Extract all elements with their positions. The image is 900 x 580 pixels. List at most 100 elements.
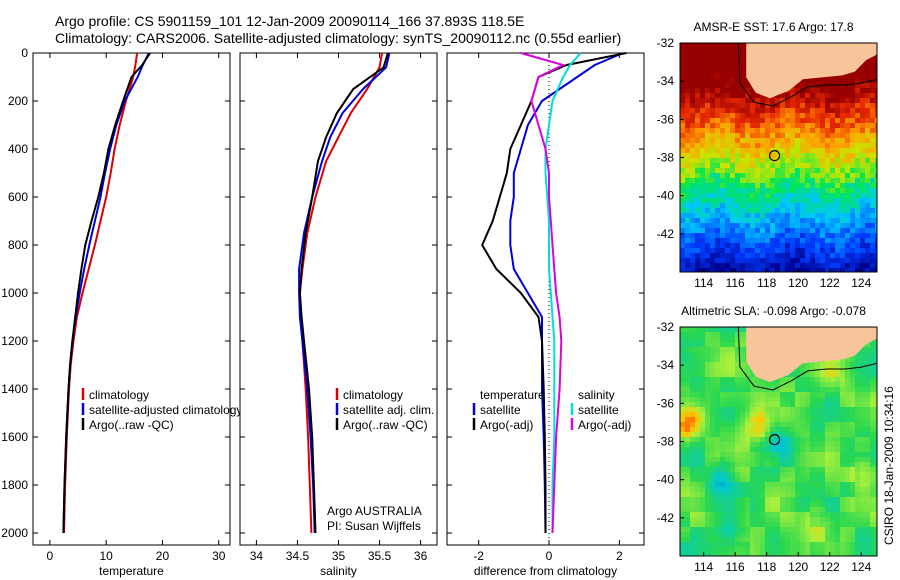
map-cell [760, 238, 766, 244]
map-cell [820, 208, 826, 214]
map-cell [735, 522, 741, 528]
map-cell [690, 462, 696, 468]
map-cell [745, 108, 751, 114]
map-cell [750, 452, 756, 458]
map-cell [865, 492, 871, 498]
map-cell [780, 113, 786, 119]
map-cell [860, 193, 866, 199]
map-cell [830, 188, 836, 194]
map-cell [730, 392, 736, 398]
map-cell [700, 412, 706, 418]
map-cell [690, 93, 696, 99]
map-cell [755, 437, 761, 443]
map-cell [750, 268, 756, 272]
map-cell [840, 158, 846, 164]
map-cell [820, 238, 826, 244]
map-cell [785, 387, 791, 393]
map-cell [730, 108, 736, 114]
map-cell [860, 422, 866, 428]
map-cell [820, 198, 826, 204]
y-tick-label: 1600 [1, 430, 28, 444]
map-cell [860, 417, 866, 423]
map-cell [680, 332, 686, 338]
map-cell [855, 213, 861, 219]
map-cell [860, 228, 866, 234]
map-cell [850, 537, 856, 543]
y-tick-label: 1800 [1, 478, 28, 492]
map-cell [805, 88, 811, 94]
map-cell [750, 487, 756, 493]
map-cell [700, 83, 706, 89]
map-cell [700, 402, 706, 408]
map-cell [785, 412, 791, 418]
map-cell [790, 452, 796, 458]
map-cell [740, 482, 746, 488]
map-cell [775, 248, 781, 254]
map-cell [800, 522, 806, 528]
map-cell [835, 362, 841, 368]
map-cell [715, 213, 721, 219]
map-cell [695, 502, 701, 508]
map-cell [830, 113, 836, 119]
map-cell [680, 402, 686, 408]
map-cell [710, 377, 716, 383]
map-cell [720, 402, 726, 408]
map-cell [760, 123, 766, 129]
map-cell [735, 208, 741, 214]
map-cell [735, 153, 741, 159]
map-cell [800, 462, 806, 468]
map-cell [780, 133, 786, 139]
map-cell [685, 477, 691, 483]
map-cell [810, 88, 816, 94]
map-cell [800, 447, 806, 453]
map-cell [815, 397, 821, 403]
map-cell [830, 123, 836, 129]
map-cell [845, 153, 851, 159]
map-cell [815, 532, 821, 538]
map-cell [735, 78, 741, 84]
map-cell [835, 532, 841, 538]
map-cell [705, 392, 711, 398]
map-cell [820, 113, 826, 119]
map-cell [830, 108, 836, 114]
map-cell [865, 83, 871, 89]
map-cell [785, 163, 791, 169]
map-cell [710, 472, 716, 478]
map-cell [760, 442, 766, 448]
map-cell [855, 542, 861, 548]
map-cell [815, 178, 821, 184]
map-cell [735, 332, 741, 338]
map-cell [735, 397, 741, 403]
map-cell [805, 407, 811, 413]
map-cell [695, 372, 701, 378]
map-cell [775, 93, 781, 99]
map-cell [820, 442, 826, 448]
map-cell [745, 198, 751, 204]
map-cell [795, 397, 801, 403]
map-cell [690, 447, 696, 453]
map-cell [830, 228, 836, 234]
map-cell [810, 123, 816, 129]
map-cell [800, 382, 806, 388]
map-cell [710, 482, 716, 488]
map-cell [860, 83, 866, 89]
map-cell [765, 123, 771, 129]
map-cell [725, 263, 731, 269]
map-cell [745, 447, 751, 453]
map-cell [785, 442, 791, 448]
map-cell [695, 178, 701, 184]
map-cell [820, 108, 826, 114]
map-cell [745, 417, 751, 423]
map-cell [860, 507, 866, 513]
map-cell [860, 118, 866, 124]
map-cell [700, 392, 706, 398]
map-cell [840, 118, 846, 124]
map-cell [680, 228, 686, 234]
map-cell [710, 437, 716, 443]
map-cell [850, 437, 856, 443]
map-cell [840, 477, 846, 483]
map-cell [690, 183, 696, 189]
map-cell [740, 103, 746, 109]
map-cell [865, 238, 871, 244]
map-cell [690, 113, 696, 119]
